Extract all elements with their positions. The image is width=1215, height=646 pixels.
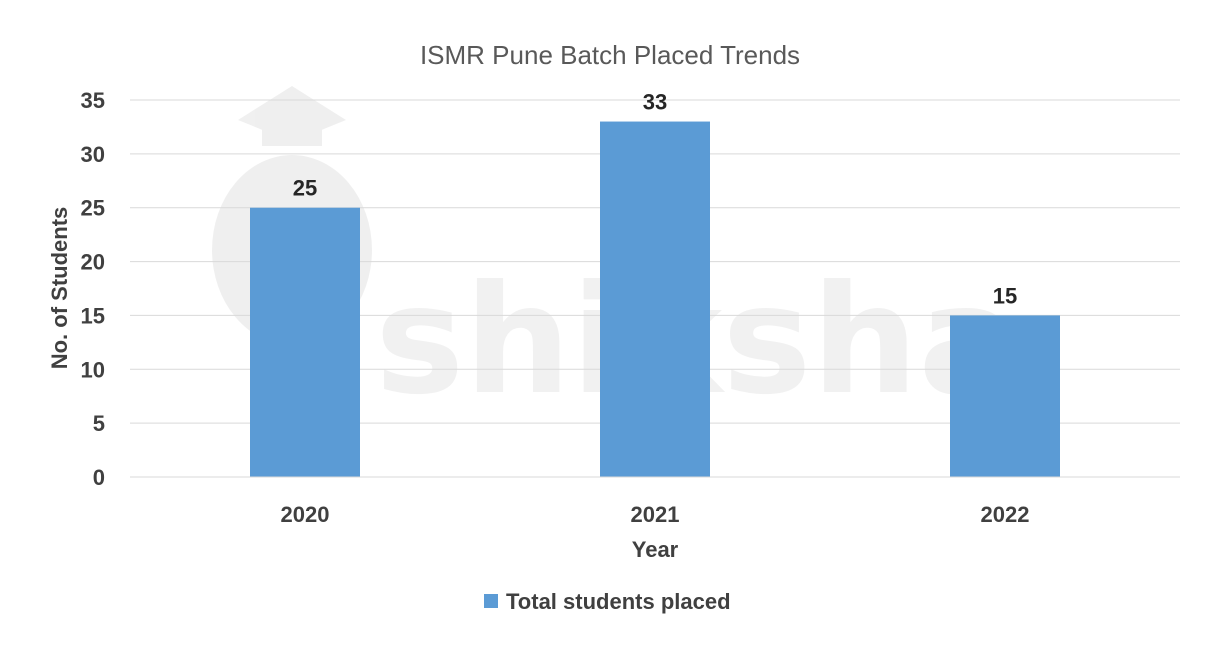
y-tick-label: 25 [81, 196, 105, 221]
x-tick-label: 2022 [981, 502, 1030, 527]
bar [250, 207, 360, 477]
chart-title: ISMR Pune Batch Placed Trends [420, 40, 800, 70]
data-label: 25 [293, 176, 317, 201]
legend: Total students placed [484, 589, 731, 614]
bars [250, 121, 1060, 478]
y-tick-label: 35 [81, 88, 105, 113]
legend-swatch [484, 594, 498, 608]
x-tick-label: 2021 [631, 502, 680, 527]
legend-label: Total students placed [506, 589, 731, 614]
y-tick-label: 30 [81, 142, 105, 167]
y-tick-label: 20 [81, 250, 105, 275]
data-label: 15 [993, 283, 1017, 308]
y-axis-title: No. of Students [47, 207, 72, 370]
x-axis-ticks: 2020 2021 2022 [281, 502, 1030, 527]
bar [950, 315, 1060, 477]
x-axis-title: Year [632, 537, 679, 562]
data-labels: 25 33 15 [293, 90, 1017, 309]
y-tick-label: 10 [81, 357, 105, 382]
y-tick-label: 0 [93, 465, 105, 490]
bar [600, 121, 710, 478]
y-axis-ticks: 0 5 10 15 20 25 30 35 [81, 88, 105, 490]
y-tick-label: 15 [81, 303, 105, 328]
data-label: 33 [643, 90, 667, 115]
x-tick-label: 2020 [281, 502, 330, 527]
y-tick-label: 5 [93, 411, 105, 436]
